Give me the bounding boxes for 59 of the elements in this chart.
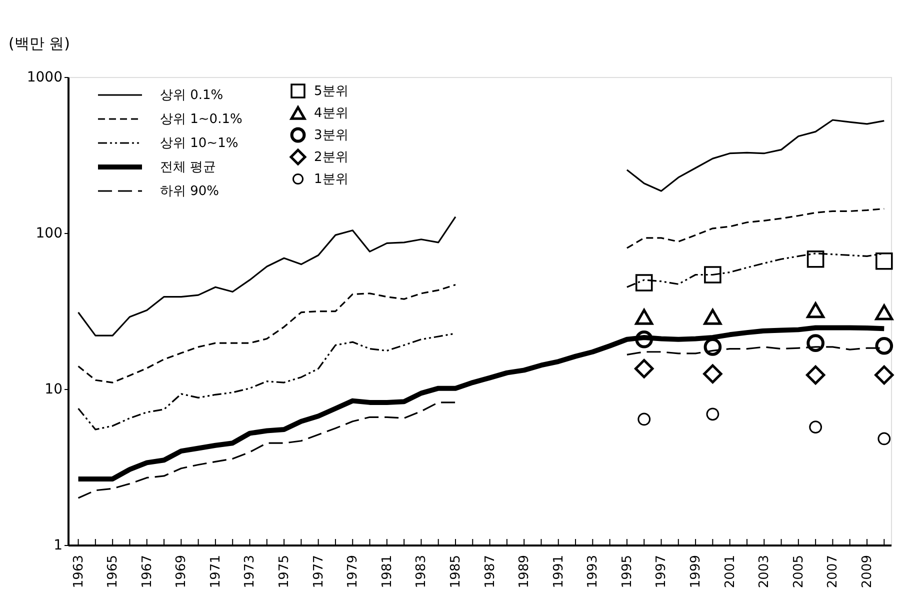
x-tick-label: 1987 <box>482 555 498 588</box>
point <box>634 359 654 378</box>
point <box>874 365 894 385</box>
point <box>635 308 654 325</box>
x-tick-label: 1969 <box>174 555 190 588</box>
y-tick-label: 1000 <box>26 70 62 86</box>
x-tick-label: 1963 <box>71 555 86 588</box>
point <box>878 432 891 446</box>
legend-label: 4분위 <box>314 106 348 121</box>
x-tick-label: 1991 <box>551 555 566 588</box>
point <box>875 304 894 320</box>
point <box>704 308 722 325</box>
legend-label: 상위 10~1% <box>160 136 238 151</box>
point <box>806 250 824 268</box>
x-tick-label: 1979 <box>346 555 361 588</box>
point <box>806 365 826 385</box>
x-tick-label: 1997 <box>654 555 670 588</box>
point <box>638 412 651 426</box>
point <box>806 302 825 318</box>
point <box>635 274 653 292</box>
point <box>635 330 654 348</box>
y-tick-label: 10 <box>44 382 62 398</box>
point <box>704 338 722 356</box>
x-tick-label: 2007 <box>826 555 841 588</box>
legend-label: 5분위 <box>314 84 348 99</box>
legend-label: 3분위 <box>314 128 348 143</box>
x-tick-label: 1981 <box>380 555 395 588</box>
legend-label: 1분위 <box>314 172 348 187</box>
x-tick-label: 1965 <box>106 555 121 588</box>
point <box>704 266 722 284</box>
x-tick-label: 1985 <box>448 555 464 588</box>
point <box>809 420 822 434</box>
point <box>875 336 894 355</box>
x-tick-label: 1989 <box>517 555 532 588</box>
x-tick-label: 2009 <box>860 555 875 588</box>
x-tick-label: 1983 <box>414 555 430 588</box>
x-tick-label: 2005 <box>791 555 806 588</box>
x-tick-label: 1975 <box>277 555 292 588</box>
point <box>703 364 722 384</box>
legend-label: 상위 0.1% <box>160 88 224 103</box>
x-tick-label: 1977 <box>311 555 326 588</box>
x-tick-label: 2003 <box>757 555 772 588</box>
x-tick-label: 1999 <box>688 555 704 588</box>
point <box>875 252 893 270</box>
y-tick-label: 100 <box>36 226 62 242</box>
x-tick-label: 2001 <box>722 555 738 588</box>
legend-label: 2분위 <box>314 150 348 165</box>
x-tick-label: 1995 <box>620 555 635 588</box>
legend-label: 하위 90% <box>160 184 220 199</box>
legend-label: 전체 평균 <box>160 160 216 175</box>
legend-label: 상위 1~0.1% <box>160 112 242 127</box>
point <box>706 408 720 421</box>
x-tick-label: 1971 <box>208 555 224 588</box>
x-tick-label: 1967 <box>140 555 155 588</box>
y-axis-title: (백만 원) <box>8 34 70 52</box>
x-tick-label: 1973 <box>242 555 258 588</box>
x-tick-label: 1993 <box>586 555 601 588</box>
point <box>806 334 824 352</box>
y-tick-label: 1 <box>54 538 62 554</box>
